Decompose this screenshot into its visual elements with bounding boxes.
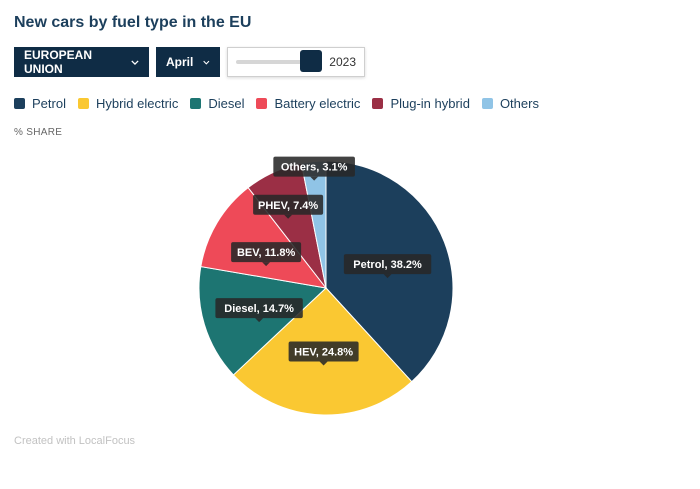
legend-swatch [256, 98, 268, 109]
chevron-down-icon [131, 59, 139, 65]
filter-controls: EUROPEAN UNION April 2023 [14, 47, 365, 77]
legend-label: Others [499, 96, 539, 111]
month-dropdown-label: April [166, 55, 194, 69]
slice-label-hybrid-electric: HEV, 24.8% [288, 341, 359, 366]
legend-label: Plug-in hybrid [390, 96, 470, 111]
legend-item-petrol[interactable]: Petrol [14, 96, 66, 111]
slice-label-pointer [262, 262, 271, 267]
year-slider-track[interactable] [236, 50, 322, 72]
pie-slice-battery-electric[interactable] [200, 186, 328, 289]
slice-label-pointer [310, 176, 319, 181]
slice-label-petrol: Petrol, 38.2% [343, 254, 432, 279]
legend-item-hybrid-electric[interactable]: Hybrid electric [77, 96, 179, 111]
slice-label-text: Others, 3.1% [281, 162, 348, 174]
legend-swatch [14, 98, 25, 109]
slice-label-bg [288, 341, 359, 362]
slice-label-diesel: Diesel, 14.7% [215, 298, 303, 323]
slice-label-pointer [319, 361, 328, 366]
slice-label-pointer [383, 274, 392, 279]
chart-legend: Petrol Hybrid electric Diesel Battery elect… [14, 96, 539, 111]
legend-swatch [77, 98, 89, 109]
slice-label-bg [231, 242, 302, 263]
legend-swatch [481, 98, 493, 109]
pie-slice-diesel[interactable] [198, 265, 328, 376]
slice-label-text: Petrol, 38.2% [353, 259, 422, 271]
legend-item-battery-electric[interactable]: Battery electric [256, 96, 360, 111]
slice-label-others: Others, 3.1% [273, 156, 355, 181]
slice-label-bg [273, 156, 355, 177]
slice-label-pointer [255, 318, 264, 323]
legend-label: Battery electric [274, 96, 361, 111]
month-dropdown[interactable]: April [156, 47, 220, 77]
slice-label-text: BEV, 11.8% [237, 247, 296, 259]
legend-item-others[interactable]: Others [481, 96, 539, 111]
slice-label-text: Diesel, 14.7% [224, 303, 294, 315]
slice-label-bg [253, 194, 324, 215]
slice-label-text: PHEV, 7.4% [258, 200, 318, 212]
region-dropdown[interactable]: EUROPEAN UNION [14, 47, 149, 77]
year-slider-thumb[interactable] [299, 50, 322, 72]
chevron-down-icon [203, 60, 210, 65]
legend-label: Hybrid electric [95, 96, 179, 111]
slice-label-battery-electric: BEV, 11.8% [231, 242, 302, 267]
legend-item-plug-in-hybrid[interactable]: Plug-in hybrid [372, 96, 470, 111]
legend-swatch [372, 98, 384, 109]
year-value: 2023 [329, 55, 356, 69]
year-slider[interactable]: 2023 [227, 47, 365, 77]
slice-label-pointer [284, 214, 293, 219]
slice-label-plug-in-hybrid: PHEV, 7.4% [253, 194, 324, 219]
legend-swatch [190, 98, 202, 109]
slice-label-text: HEV, 24.8% [294, 346, 353, 358]
chart-title: New cars by fuel type in the EU [14, 14, 252, 31]
region-dropdown-label: EUROPEAN UNION [24, 48, 93, 76]
legend-label: Petrol [32, 96, 66, 111]
slice-label-bg [343, 254, 432, 275]
credit-text: Created with LocalFocus [14, 435, 136, 447]
legend-item-diesel[interactable]: Diesel [190, 96, 244, 111]
unit-label: % SHARE [14, 127, 63, 138]
legend-label: Diesel [208, 96, 245, 111]
slice-label-bg [215, 298, 303, 319]
